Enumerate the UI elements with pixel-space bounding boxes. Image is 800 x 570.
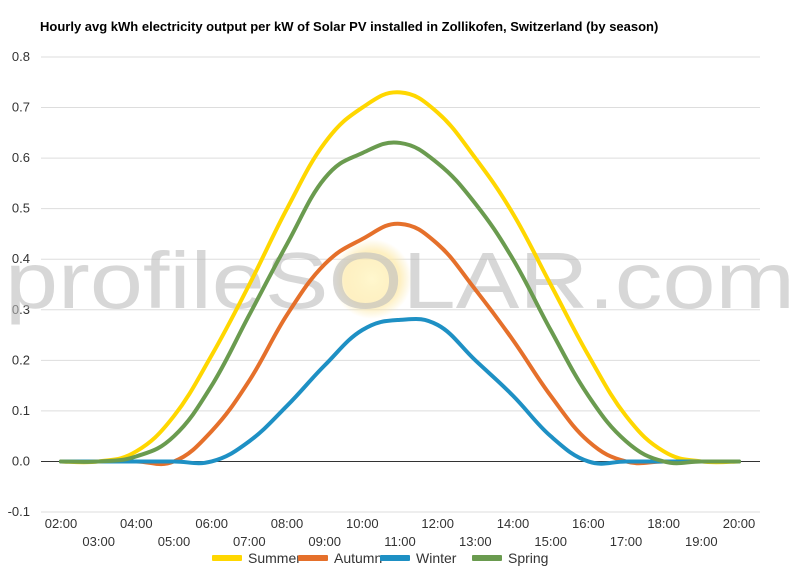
x-tick-label: 03:00 <box>82 534 115 549</box>
legend-label-spring[interactable]: Spring <box>508 550 548 566</box>
y-tick-label: 0.7 <box>12 100 30 115</box>
x-tick-label: 17:00 <box>610 534 643 549</box>
series-line-summer <box>59 90 741 465</box>
x-tick-label: 14:00 <box>497 516 530 531</box>
x-tick-label: 05:00 <box>158 534 191 549</box>
x-tick-label: 16:00 <box>572 516 605 531</box>
watermark-text: profileSOLAR.com <box>5 236 795 325</box>
legend-swatch-winter[interactable] <box>380 555 410 561</box>
series-line-winter <box>59 316 741 466</box>
legend-label-autumn[interactable]: Autumn <box>334 550 382 566</box>
x-tick-label: 10:00 <box>346 516 379 531</box>
chart-title: Hourly avg kWh electricity output per kW… <box>40 19 659 34</box>
x-tick-label: 19:00 <box>685 534 718 549</box>
y-tick-label: 0.6 <box>12 150 30 165</box>
x-tick-label: 08:00 <box>271 516 304 531</box>
legend-swatch-spring[interactable] <box>472 555 502 561</box>
x-tick-label: 04:00 <box>120 516 153 531</box>
legend-swatch-summer[interactable] <box>212 555 242 561</box>
x-tick-label: 11:00 <box>384 534 416 549</box>
y-tick-label: 0.3 <box>12 302 30 317</box>
y-tick-label: 0.8 <box>12 49 30 64</box>
legend-label-summer[interactable]: Summer <box>248 550 301 566</box>
y-tick-label: 0.4 <box>12 251 30 266</box>
series-line-spring <box>59 140 741 466</box>
x-tick-label: 02:00 <box>45 516 78 531</box>
y-tick-label: -0.1 <box>8 504 30 519</box>
x-tick-label: 13:00 <box>459 534 492 549</box>
y-tick-label: 0.5 <box>12 201 30 216</box>
watermark-sun <box>332 239 412 319</box>
x-tick-label: 12:00 <box>421 516 454 531</box>
y-tick-label: 0.1 <box>12 403 30 418</box>
x-tick-label: 06:00 <box>195 516 228 531</box>
legend-label-winter[interactable]: Winter <box>416 550 457 566</box>
y-tick-label: 0.0 <box>12 453 30 468</box>
x-tick-label: 18:00 <box>647 516 680 531</box>
y-tick-label: 0.2 <box>12 352 30 367</box>
x-tick-label: 20:00 <box>723 516 756 531</box>
legend-swatch-autumn[interactable] <box>298 555 328 561</box>
x-tick-label: 15:00 <box>534 534 567 549</box>
x-tick-label: 09:00 <box>308 534 341 549</box>
x-tick-label: 07:00 <box>233 534 266 549</box>
